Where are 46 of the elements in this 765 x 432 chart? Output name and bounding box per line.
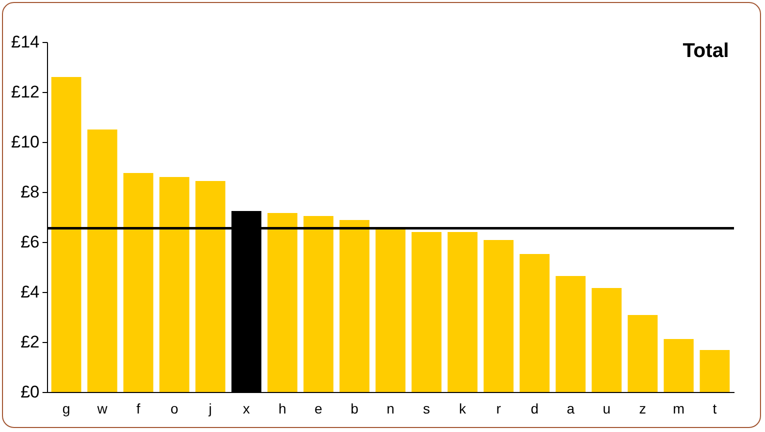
bar — [267, 213, 298, 392]
bar — [664, 339, 694, 392]
x-tick-label: u — [602, 400, 611, 416]
chart-title: Total — [682, 40, 729, 62]
x-tick-label: d — [530, 400, 538, 416]
x-tick-label: e — [314, 400, 323, 416]
x-tick-label: o — [170, 400, 178, 416]
bar — [484, 240, 514, 392]
x-tick-label: j — [208, 400, 212, 416]
y-tick-label: £4 — [20, 282, 40, 302]
x-tick-label: k — [459, 400, 468, 416]
bar — [556, 276, 586, 392]
y-tick-label: £10 — [11, 132, 40, 152]
x-tick-label: z — [639, 400, 646, 416]
bar — [520, 254, 550, 392]
y-tick-label: £14 — [11, 32, 40, 52]
x-tick-label: f — [136, 400, 140, 416]
y-tick-label: £8 — [20, 182, 40, 202]
x-tick-label: h — [278, 400, 286, 416]
x-tick-label: s — [423, 400, 430, 416]
bar — [592, 288, 622, 392]
bar — [304, 216, 334, 392]
y-tick-label: £2 — [20, 332, 40, 352]
bar — [700, 350, 730, 392]
y-tick-label: £12 — [11, 82, 40, 102]
bar — [195, 181, 226, 392]
bar — [123, 173, 154, 392]
x-tick-label: r — [496, 400, 502, 416]
x-tick-label: w — [96, 400, 108, 416]
y-tick-label: £0 — [20, 382, 40, 402]
bar — [87, 130, 118, 392]
bar — [51, 77, 82, 392]
x-tick-label: t — [712, 400, 717, 416]
x-tick-label: m — [672, 400, 685, 416]
bar — [340, 220, 370, 392]
x-tick-label: n — [386, 400, 394, 416]
x-tick-label: a — [566, 400, 575, 416]
bar — [628, 315, 658, 392]
bar — [448, 232, 478, 392]
bar — [376, 228, 406, 392]
x-tick-label: g — [62, 400, 70, 416]
x-tick-label: b — [350, 400, 359, 416]
bar — [159, 177, 190, 392]
y-tick-label: £6 — [20, 232, 40, 252]
bar — [412, 232, 442, 392]
x-tick-label: x — [242, 400, 250, 416]
